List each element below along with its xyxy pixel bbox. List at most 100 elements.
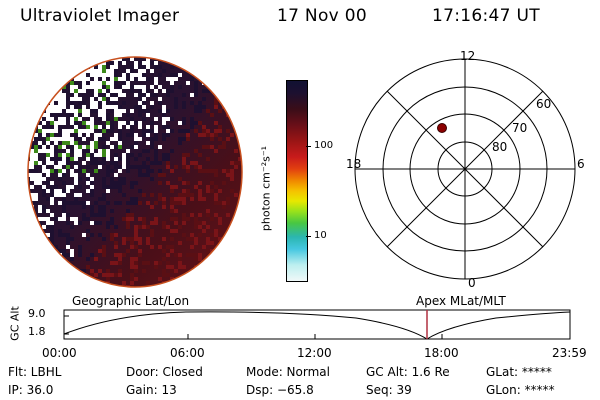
instrument-title: Ultraviolet Imager: [20, 6, 180, 26]
uv-image-speckle: [90, 141, 94, 145]
uv-image-speckle: [102, 213, 106, 217]
uv-image-speckle: [42, 285, 46, 287]
uv-image-speckle: [46, 105, 50, 109]
uv-image-speckle: [74, 89, 78, 93]
uv-image-speckle: [50, 181, 54, 185]
uv-image-speckle: [170, 185, 174, 189]
uv-image-speckle: [194, 225, 198, 229]
uv-image-speckle: [28, 73, 30, 77]
uv-image-speckle: [178, 225, 182, 229]
uv-image-speckle: [130, 117, 134, 121]
uv-image-speckle: [214, 253, 218, 257]
polar-plot[interactable]: [340, 44, 590, 294]
uv-image-speckle: [170, 265, 174, 269]
uv-image-speckle: [206, 65, 210, 69]
uv-image-speckle: [82, 149, 86, 153]
uv-image-speckle: [234, 249, 238, 253]
uv-image-speckle: [90, 149, 94, 153]
uv-image-speckle: [74, 53, 78, 57]
uv-image-speckle: [74, 133, 78, 137]
uv-image-speckle: [70, 157, 74, 161]
uv-image-speckle: [94, 69, 98, 73]
uv-image-speckle: [194, 81, 198, 85]
uv-image-speckle: [206, 89, 210, 93]
uv-image-speckle: [70, 81, 74, 85]
uv-image-speckle: [86, 129, 90, 133]
timeline-right-title: Apex MLat/MLT: [416, 294, 506, 308]
uv-image-speckle: [170, 65, 174, 69]
uv-image-speckle: [106, 149, 110, 153]
uv-image-speckle: [242, 213, 246, 217]
uv-image-speckle: [162, 173, 166, 177]
uv-image-speckle: [94, 105, 98, 109]
uv-image-speckle: [230, 233, 234, 237]
uv-image-speckle: [34, 169, 38, 173]
uv-image-speckle: [206, 185, 210, 189]
uv-image-speckle: [62, 161, 66, 165]
uv-image-speckle: [94, 161, 98, 165]
uv-image-speckle: [70, 137, 74, 141]
uv-image-speckle: [230, 173, 234, 177]
uv-image-speckle: [70, 129, 74, 133]
uv-image-speckle: [62, 137, 66, 141]
uv-image-speckle: [118, 133, 122, 137]
uv-image-speckle: [170, 217, 174, 221]
uv-image-speckle: [86, 121, 90, 125]
uv-image-speckle: [218, 145, 222, 149]
uv-image-speckle: [30, 289, 34, 291]
uv-image-speckle: [94, 289, 98, 291]
uv-image-speckle: [66, 153, 70, 157]
uv-image-speckle: [118, 141, 122, 145]
uv-image-speckle: [218, 245, 222, 249]
uv-image-speckle: [42, 145, 46, 149]
uv-image-speckle: [110, 185, 114, 189]
uv-image-speckle: [186, 217, 190, 221]
spacecraft-position-marker[interactable]: [437, 123, 447, 133]
uv-image-speckle: [154, 117, 158, 121]
uv-image-speckle: [102, 57, 106, 61]
uv-image-speckle: [86, 201, 90, 205]
uv-image-speckle: [94, 141, 98, 145]
uv-image-speckle: [30, 101, 34, 105]
uv-image-speckle: [54, 69, 58, 73]
uv-image-speckle: [150, 229, 154, 233]
uv-image-speckle: [66, 97, 70, 101]
uv-image-speckle: [62, 65, 66, 69]
uv-image-speckle: [234, 97, 238, 101]
uv-image-speckle: [46, 85, 50, 89]
uv-image-speckle: [122, 181, 126, 185]
uv-image-speckle: [146, 149, 150, 153]
uv-image-speckle: [54, 189, 58, 193]
uv-image-speckle: [114, 97, 118, 101]
uv-image-speckle: [114, 61, 118, 65]
uv-image-speckle: [170, 189, 174, 193]
uv-image-speckle: [110, 137, 114, 141]
uv-image-speckle: [90, 185, 94, 189]
uv-image-speckle: [110, 273, 114, 277]
uv-image-speckle: [170, 269, 174, 273]
uv-image-speckle: [34, 109, 38, 113]
uv-image-speckle: [98, 53, 102, 57]
uv-image-speckle: [130, 217, 134, 221]
uv-image-speckle: [182, 101, 186, 105]
uv-image-speckle: [46, 217, 50, 221]
uv-image-speckle: [78, 245, 82, 249]
uv-image-speckle: [130, 185, 134, 189]
uv-image[interactable]: [26, 53, 246, 291]
timeline-plot[interactable]: [56, 308, 574, 344]
uv-image-speckle: [98, 149, 102, 153]
uv-image-speckle: [102, 101, 106, 105]
uv-image-speckle: [94, 89, 98, 93]
uv-image-speckle: [66, 65, 70, 69]
uv-image-speckle: [70, 57, 74, 61]
uv-image-speckle: [186, 281, 190, 285]
uv-image-speckle: [190, 117, 194, 121]
uv-image-speckle: [150, 169, 154, 173]
uv-image-speckle: [114, 69, 118, 73]
uv-image-speckle: [28, 101, 30, 105]
uv-image-speckle: [50, 161, 54, 165]
uv-image-speckle: [102, 177, 106, 181]
uv-image-speckle: [174, 57, 178, 61]
uv-image-speckle: [182, 233, 186, 237]
uv-image-speckle: [214, 237, 218, 241]
